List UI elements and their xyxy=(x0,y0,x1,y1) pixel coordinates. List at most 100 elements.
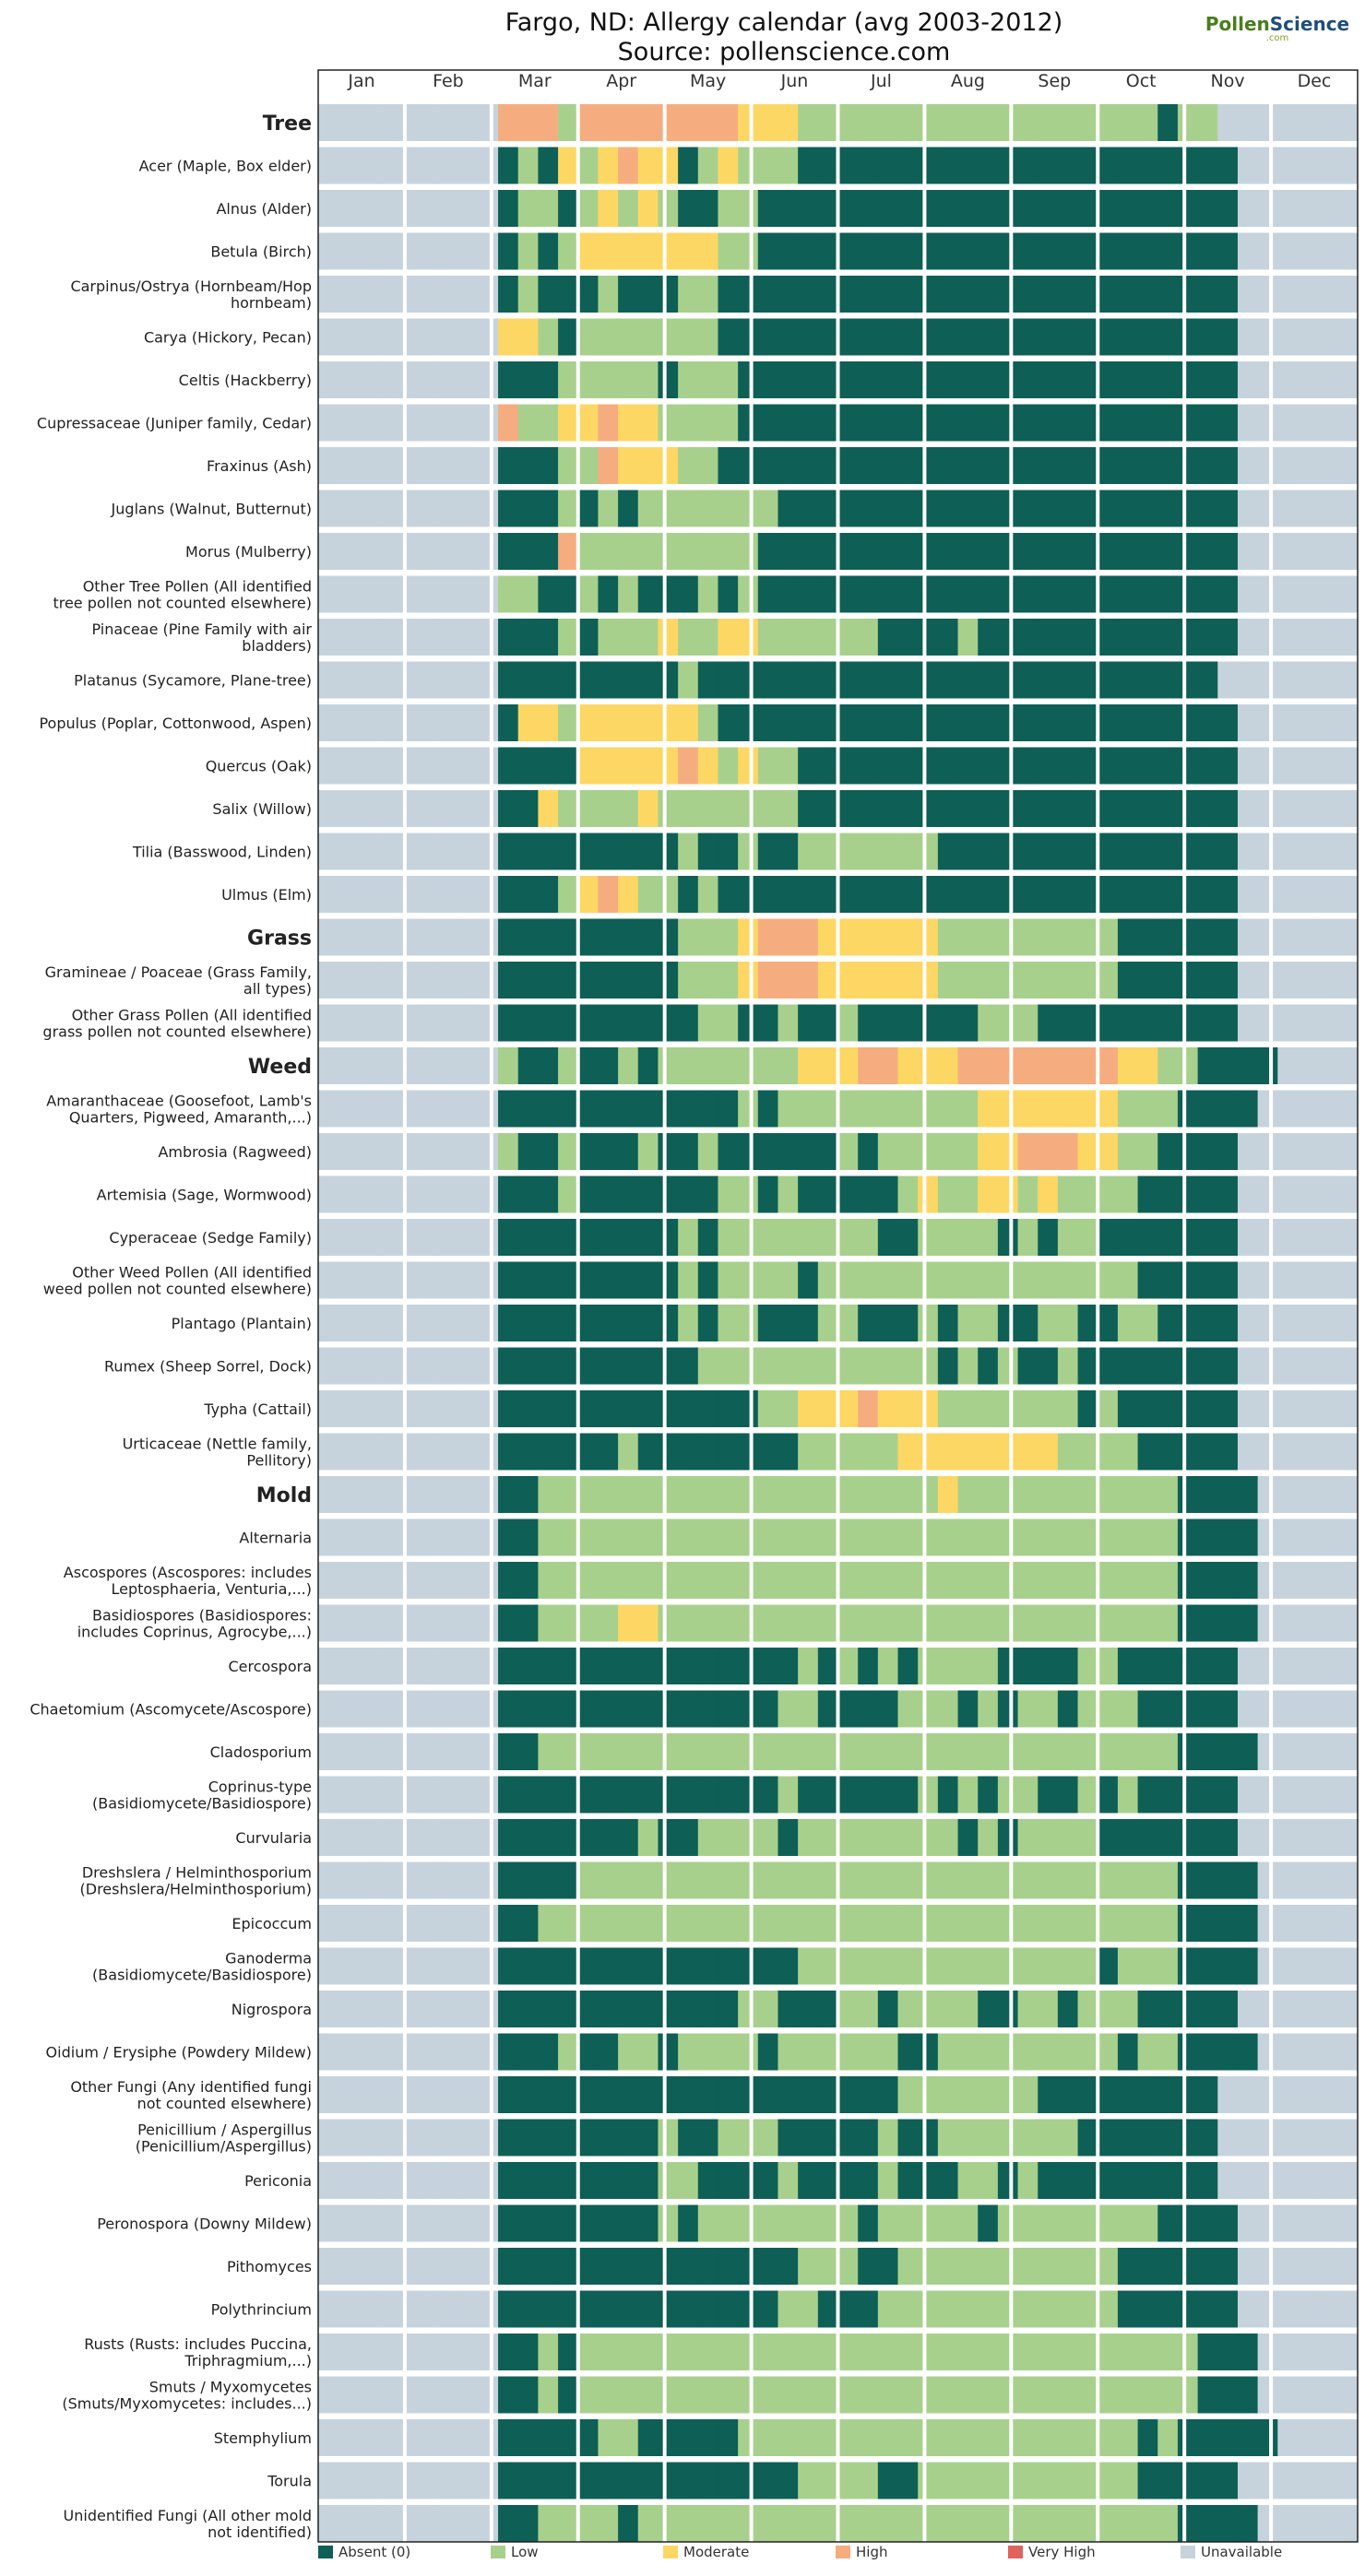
month-separator xyxy=(1269,747,1274,785)
cell-week-11 xyxy=(517,1390,539,1427)
cell-week-22 xyxy=(738,1390,759,1427)
cell-week-30 xyxy=(897,1604,919,1642)
month-separator xyxy=(749,104,754,141)
cell-week-3 xyxy=(358,404,379,442)
cell-week-5 xyxy=(398,1604,419,1642)
cell-week-14 xyxy=(577,1861,599,1899)
cell-week-50 xyxy=(1297,918,1319,956)
month-separator xyxy=(1269,276,1274,313)
cell-week-35 xyxy=(997,1133,1018,1170)
cell-week-27 xyxy=(837,1733,859,1770)
month-separator xyxy=(836,1476,840,1513)
cell-week-37 xyxy=(1038,747,1059,785)
cell-week-27 xyxy=(837,1776,859,1814)
cell-week-41 xyxy=(1117,1819,1138,1856)
cell-week-10 xyxy=(498,2419,519,2456)
month-separator xyxy=(489,361,493,398)
cell-week-2 xyxy=(338,1518,359,1556)
cell-week-39 xyxy=(1077,1004,1098,1042)
cell-week-26 xyxy=(817,1991,838,2027)
cell-week-43 xyxy=(1157,1390,1179,1427)
cell-week-7 xyxy=(438,533,459,570)
cell-week-2 xyxy=(338,147,359,184)
month-separator xyxy=(836,2462,840,2499)
month-separator xyxy=(402,1690,407,1728)
month-separator xyxy=(1096,490,1100,527)
cell-week-34 xyxy=(978,1090,999,1128)
cell-week-41 xyxy=(1117,2290,1138,2328)
row-coprinus-type-basidiomycete-basidiospore xyxy=(318,1776,1359,1814)
month-separator xyxy=(1269,1861,1274,1899)
row-dreshslera-helminthosporium-dreshslera-helminthosporium xyxy=(318,1861,1359,1899)
cell-week-26 xyxy=(817,147,838,184)
cell-week-44 xyxy=(1177,575,1199,613)
cell-week-9 xyxy=(478,833,499,870)
cell-week-40 xyxy=(1098,661,1119,699)
cell-week-26 xyxy=(817,704,838,741)
cell-week-24 xyxy=(777,2334,799,2370)
cell-week-31 xyxy=(918,747,939,785)
cell-week-35 xyxy=(997,1004,1018,1042)
cell-week-2 xyxy=(338,1776,359,1814)
cell-week-48 xyxy=(1257,1090,1278,1128)
cell-week-29 xyxy=(877,276,898,313)
month-separator xyxy=(836,147,840,184)
cell-week-4 xyxy=(378,1648,399,1684)
cell-week-7 xyxy=(438,276,459,313)
cell-week-45 xyxy=(1197,575,1218,613)
month-separator xyxy=(1182,232,1187,270)
cell-week-13 xyxy=(558,1947,579,1985)
cell-week-7 xyxy=(438,404,459,442)
cell-week-20 xyxy=(697,619,718,656)
cell-week-8 xyxy=(457,318,479,356)
row-artemisia-sage-wormwood xyxy=(318,1176,1359,1213)
cell-week-28 xyxy=(858,876,879,913)
cell-week-15 xyxy=(598,232,619,270)
cell-week-2 xyxy=(338,361,359,398)
cell-week-21 xyxy=(718,2376,739,2414)
cell-week-20 xyxy=(697,1518,718,1556)
cell-week-1 xyxy=(318,1776,339,1814)
cell-week-2 xyxy=(338,2033,359,2071)
cell-week-8 xyxy=(457,747,479,785)
cell-week-36 xyxy=(1017,1433,1039,1471)
cell-week-51 xyxy=(1317,876,1338,913)
cell-week-16 xyxy=(618,147,639,184)
cell-week-42 xyxy=(1137,2248,1158,2285)
month-separator xyxy=(1009,661,1014,699)
cell-week-14 xyxy=(577,2076,599,2113)
cell-week-15 xyxy=(598,1047,619,1084)
cell-week-43 xyxy=(1157,1219,1179,1256)
month-separator xyxy=(1182,1176,1187,1213)
row-ganoderma-basidiomycete-basidiospore xyxy=(318,1947,1359,1985)
cell-week-51 xyxy=(1317,2033,1338,2071)
cell-week-8 xyxy=(457,232,479,270)
cell-week-10 xyxy=(498,1690,519,1728)
cell-week-41 xyxy=(1117,2248,1138,2285)
cell-week-50 xyxy=(1297,1861,1319,1899)
month-separator xyxy=(489,619,493,656)
cell-week-16 xyxy=(618,2033,639,2071)
month-separator xyxy=(576,918,580,956)
legend-item-u: Unavailable xyxy=(1181,2544,1282,2560)
cell-week-19 xyxy=(678,1690,699,1728)
cell-week-24 xyxy=(777,1518,799,1556)
cell-week-45 xyxy=(1197,2204,1218,2242)
cell-week-46 xyxy=(1217,2204,1239,2242)
cell-week-12 xyxy=(538,1305,559,1341)
month-separator xyxy=(1269,2505,1274,2542)
month-separator xyxy=(489,1861,493,1899)
cell-week-42 xyxy=(1137,2419,1158,2456)
cell-week-6 xyxy=(418,2119,439,2157)
cell-week-47 xyxy=(1237,1219,1259,1256)
cell-week-33 xyxy=(957,1861,979,1899)
cell-week-35 xyxy=(997,318,1018,356)
month-separator xyxy=(576,575,580,613)
month-separator xyxy=(489,190,493,227)
cell-week-19 xyxy=(678,1905,699,1942)
month-separator xyxy=(836,1219,840,1256)
month-separator xyxy=(1182,2033,1187,2071)
cell-week-40 xyxy=(1098,1905,1119,1942)
month-separator xyxy=(576,533,580,570)
cell-week-18 xyxy=(658,575,679,613)
